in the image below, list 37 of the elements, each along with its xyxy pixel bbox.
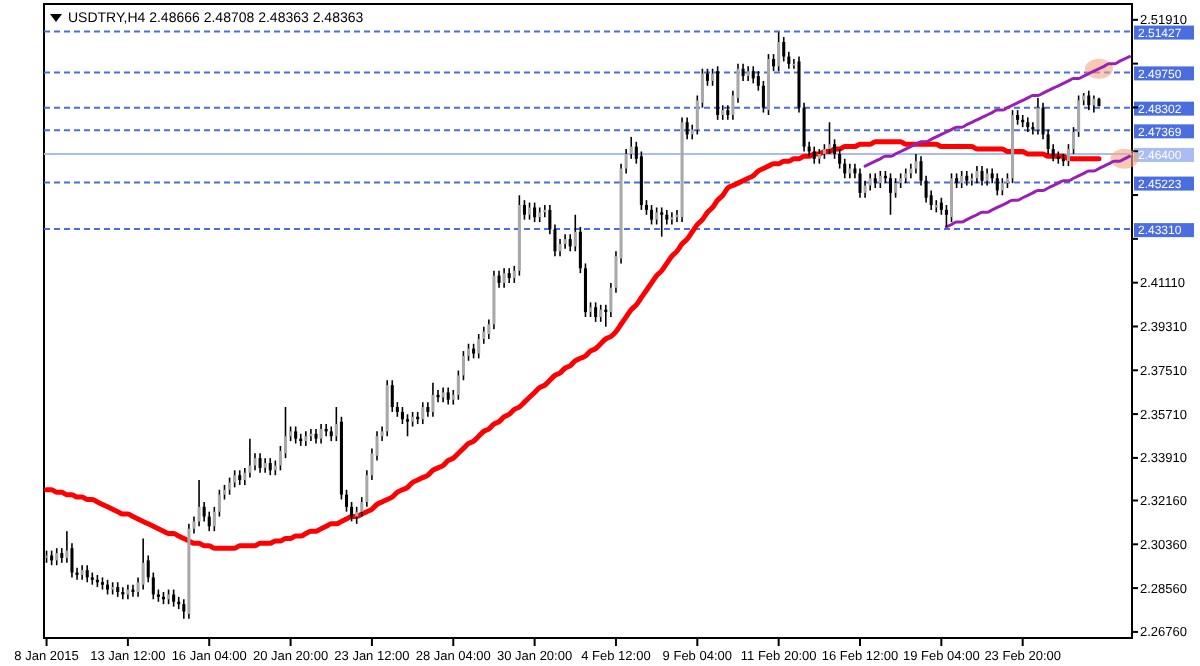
line-series (863, 55, 1131, 168)
candlestick (888, 172, 893, 216)
candlestick (1056, 150, 1060, 165)
candlestick (248, 437, 252, 479)
candlestick (670, 211, 674, 226)
candlestick (650, 204, 654, 226)
candlestick (716, 65, 720, 121)
candlestick (1036, 97, 1040, 136)
candlestick (949, 172, 954, 223)
candlestick (477, 333, 481, 360)
candlestick (90, 571, 94, 586)
candlestick (431, 381, 435, 418)
candlestick (777, 31, 781, 72)
candlestick (970, 172, 974, 187)
candlestick (421, 401, 425, 425)
candlestick (894, 177, 898, 199)
candlestick (843, 157, 847, 180)
candlestick (594, 301, 598, 323)
candlestick (858, 167, 862, 199)
candlestick (385, 379, 389, 438)
candlestick (141, 537, 145, 591)
line-series (44, 139, 1102, 551)
candlestick (980, 165, 984, 187)
candlestick (197, 479, 201, 528)
candlestick (660, 206, 664, 238)
candlestick (405, 413, 410, 438)
candlestick (319, 423, 323, 445)
candlestick (782, 36, 786, 63)
candlestick (995, 172, 999, 197)
candlestick (522, 199, 526, 221)
candlestick (502, 267, 506, 289)
candlestick (207, 510, 211, 532)
candlestick (944, 204, 948, 228)
candlestick (258, 452, 262, 474)
candlestick (533, 201, 537, 223)
candlestick (827, 121, 832, 155)
candlestick (1087, 89, 1091, 111)
